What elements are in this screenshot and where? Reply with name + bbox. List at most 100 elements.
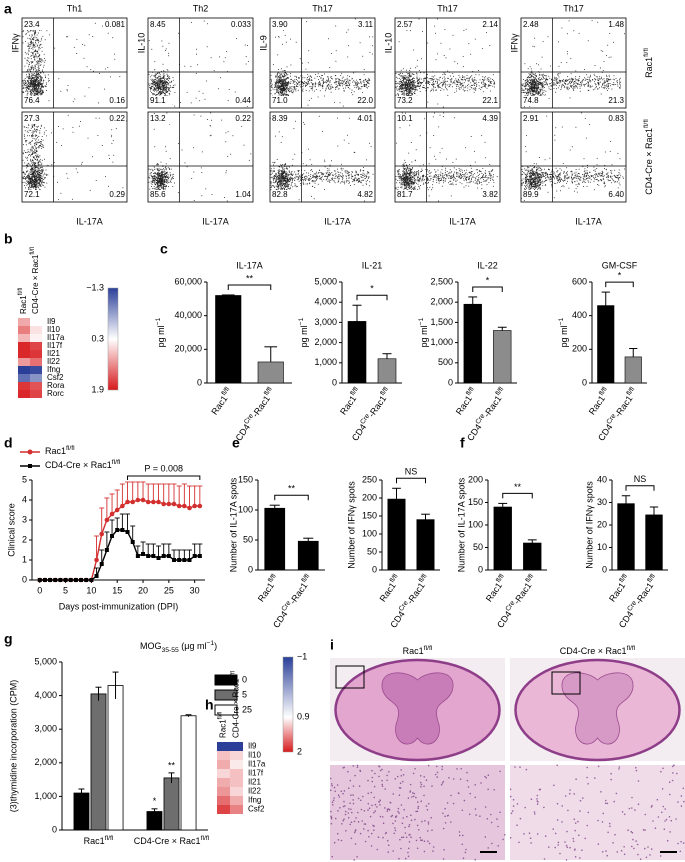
point [120, 528, 125, 532]
text-part: (μg ml [179, 641, 207, 651]
x-axis-label: IL-17A [76, 216, 103, 226]
y-tick-label: 20 [597, 519, 607, 529]
label-bg [351, 190, 374, 200]
label-bg [23, 20, 46, 30]
quadrant-label: 23.4 [24, 20, 40, 29]
label-bg [229, 114, 252, 124]
heatmap-cell [30, 390, 42, 398]
cell-nuclei [330, 764, 506, 861]
quadrant-label: 10.1 [397, 114, 413, 123]
label-bg [149, 190, 172, 200]
text-part: fl/fl [643, 119, 650, 128]
x-axis-label: IL-17A [575, 216, 602, 226]
label-bg [149, 114, 172, 124]
point [182, 503, 187, 509]
y-axis-label: pg ml−1 [558, 317, 570, 347]
y-axis-label: IL-9 [258, 35, 268, 51]
significance-bracket [396, 477, 426, 484]
colorbar-label: −1 [297, 651, 307, 661]
point [146, 554, 151, 558]
label-bg [149, 20, 172, 30]
point [161, 554, 166, 558]
point [141, 552, 146, 556]
label-bg [602, 20, 625, 30]
x-tick-label: Rac1fl/fl [208, 385, 235, 416]
point [171, 501, 177, 507]
label-bg [476, 20, 499, 30]
y-tick-label: 5 [22, 474, 27, 484]
text-part: fl/fl [217, 712, 223, 720]
column-label: Rac1fl/fl [217, 712, 228, 738]
quadrant-label: 21.3 [608, 96, 624, 105]
text-part: fl/fl [201, 835, 210, 842]
y-axis-label: IL-10 [383, 33, 393, 54]
panel-label: d [4, 435, 13, 451]
label-bg [522, 96, 545, 106]
heatmap-cell [217, 769, 230, 778]
label-bg [271, 96, 294, 106]
text-part: fl/fl [424, 645, 433, 652]
x-axis-label: Days post-immunization (DPI) [59, 601, 179, 611]
quadrant-label: 3.82 [482, 190, 498, 199]
text-part: Rac1 [607, 581, 627, 604]
row-label: Il22 [248, 787, 261, 796]
point [156, 556, 161, 560]
image-title: Rac1fl/fl [403, 645, 433, 657]
y-tick-label: 50 [243, 534, 253, 544]
heatmap-cell [217, 805, 230, 814]
heatmap-cell [30, 358, 42, 366]
label-bg [229, 20, 252, 30]
point [197, 503, 203, 509]
y-axis-label: Number of IL-17A spots [456, 477, 466, 572]
label-bg [103, 190, 126, 200]
point [172, 558, 177, 562]
column-label: CD4-Cre × Rac1fl/fl [30, 247, 41, 314]
point [192, 554, 197, 558]
text-part: CD4 [350, 422, 369, 442]
text-part: ) [214, 641, 217, 651]
y-tick-label: 1,000 [34, 791, 57, 801]
quadrant-label: 4.01 [357, 114, 373, 123]
text-part: Rac1 [45, 446, 66, 456]
label-bg [103, 96, 126, 106]
legend-swatch [214, 704, 238, 716]
column-title: Th17 [437, 3, 458, 13]
heatmap-cell [18, 382, 30, 390]
bar [163, 777, 180, 831]
y-axis-label: Number of IFNγ spots [584, 481, 594, 569]
x-axis-label: IL-17A [449, 216, 476, 226]
text-part: Rac1 [454, 394, 474, 417]
quadrant-label: 4.82 [357, 190, 373, 199]
colorbar-label: 1.9 [91, 384, 104, 394]
text-part: CD4-Cre × Rac1 [134, 836, 201, 846]
y-axis-label: pg ml−1 [418, 317, 430, 347]
y-axis-label: pg ml−1 [298, 317, 310, 347]
point [166, 501, 172, 507]
point [53, 578, 58, 582]
y-tick-label: 2 [22, 534, 27, 544]
x-tick-label: 15 [112, 585, 122, 595]
quadrant-label: 2.48 [523, 20, 539, 29]
point [37, 578, 42, 582]
text-part: Rac1 [256, 581, 276, 604]
quadrant-label: 8.45 [150, 20, 166, 29]
text-part: Rac1 [587, 394, 607, 417]
panel-label: e [232, 435, 240, 451]
significance-label: * [370, 284, 374, 294]
chart-title: IL-22 [477, 260, 498, 270]
significance-bracket [502, 492, 533, 499]
x-axis-label: IL-17A [324, 216, 351, 226]
heatmap-cell [30, 334, 42, 342]
point [114, 507, 120, 513]
text-part: fl/fl [598, 385, 609, 396]
text-part: fl/fl [465, 385, 476, 396]
heatmap-cell [230, 751, 243, 760]
label-bg [522, 20, 545, 30]
significance-bracket [605, 281, 634, 288]
y-tick-label: 0 [372, 564, 377, 574]
point [110, 534, 115, 538]
image-title: CD4-Cre × Rac1fl/fl [560, 645, 636, 657]
significance-label: ** [168, 760, 176, 770]
panel-label: a [4, 1, 12, 17]
label-bg [23, 96, 46, 106]
